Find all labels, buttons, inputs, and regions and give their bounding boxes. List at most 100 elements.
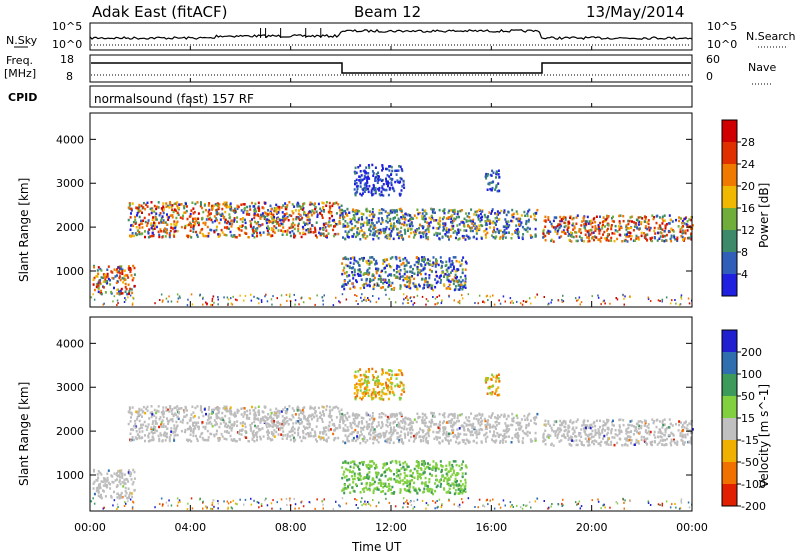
power-cell — [422, 217, 425, 221]
power-cell — [258, 302, 260, 305]
velocity-cell — [433, 412, 435, 415]
velocity-cell — [477, 419, 480, 423]
power-cell — [233, 217, 236, 220]
power-cell — [395, 173, 398, 176]
power-cell — [402, 258, 405, 261]
velocity-cell — [182, 418, 184, 421]
velocity-cell — [436, 436, 439, 439]
power-cell — [277, 229, 280, 232]
power-cell — [385, 226, 388, 229]
power-cell — [583, 226, 586, 229]
power-cell — [512, 302, 514, 304]
power-cell — [366, 268, 369, 272]
power-cell — [100, 292, 103, 296]
velocity-cell — [423, 435, 426, 438]
power-cell — [374, 190, 377, 193]
power-cell — [345, 298, 348, 301]
power-cell — [401, 185, 404, 188]
power-cell — [376, 231, 379, 234]
power-cell — [344, 220, 347, 223]
velocity-cell — [454, 460, 457, 463]
power-cell — [131, 278, 134, 282]
power-cell — [265, 293, 267, 296]
velocity-cell — [447, 491, 450, 494]
power-cell — [423, 267, 426, 270]
velocity-cell — [160, 434, 163, 437]
power-cell — [356, 190, 359, 193]
power-cell — [216, 219, 218, 222]
power-cell — [366, 261, 369, 265]
power-cell — [376, 283, 379, 287]
velocity-cell — [262, 418, 265, 422]
power-cell — [461, 221, 464, 224]
power-cell — [461, 294, 463, 297]
velocity-cell — [408, 439, 411, 442]
power-cell — [661, 298, 664, 301]
power-cell — [147, 219, 150, 222]
velocity-cell — [127, 410, 130, 413]
velocity-cell — [293, 427, 296, 431]
velocity-cell — [171, 408, 174, 411]
power-cell — [502, 225, 505, 228]
velocity-cell — [417, 416, 420, 420]
power-cell — [447, 266, 450, 270]
velocity-cell — [341, 416, 344, 419]
power-cell — [567, 223, 570, 226]
velocity-cell — [301, 408, 304, 412]
power-cell — [644, 217, 647, 221]
velocity-cell — [347, 434, 350, 438]
power-cell — [418, 227, 420, 230]
velocity-cell — [327, 436, 330, 439]
power-cell — [643, 220, 646, 223]
power-cell — [385, 281, 388, 284]
power-cell — [492, 235, 495, 239]
power-cell — [440, 302, 443, 305]
power-cell — [465, 262, 468, 265]
power-cell — [606, 216, 609, 220]
power-cell — [424, 220, 427, 223]
velocity-cell — [267, 413, 270, 416]
power-cell — [206, 215, 209, 218]
velocity-cell — [131, 406, 134, 409]
velocity-cell — [503, 436, 506, 439]
velocity-cell — [310, 418, 313, 421]
power-cell — [372, 224, 375, 228]
power-cell — [600, 236, 603, 240]
power-cell — [398, 231, 401, 234]
velocity-cell — [360, 482, 363, 485]
power-cell — [253, 213, 256, 217]
velocity-cell — [397, 474, 400, 477]
power-cell — [637, 238, 640, 241]
velocity-cell — [281, 415, 284, 418]
velocity-cell — [447, 421, 450, 424]
velocity-cell — [120, 496, 123, 499]
velocity-cell — [442, 426, 445, 429]
power-cell — [583, 224, 586, 228]
velocity-cell — [230, 429, 233, 432]
power-cell — [465, 212, 468, 215]
power-cell — [456, 280, 459, 284]
power-cell — [210, 303, 212, 306]
velocity-cell — [467, 416, 470, 419]
power-cell — [189, 224, 192, 227]
power-cell — [301, 208, 304, 211]
power-cell — [602, 216, 605, 219]
velocity-cell — [464, 442, 467, 445]
velocity-cell — [372, 489, 375, 492]
power-cell — [418, 211, 421, 215]
power-cell — [486, 188, 489, 191]
power-cell — [655, 221, 658, 225]
velocity-cell — [282, 421, 285, 424]
power-cell — [112, 277, 115, 280]
power-cell — [264, 295, 266, 298]
power-cell — [627, 222, 630, 226]
power-cell — [240, 203, 243, 206]
power-cell — [463, 235, 466, 238]
power-cell — [542, 232, 545, 235]
velocity-cell — [186, 409, 188, 412]
power-cell — [163, 227, 166, 230]
power-cell — [153, 227, 156, 230]
power-cell — [388, 219, 391, 222]
velocity-cell — [270, 412, 273, 415]
power-cell — [117, 302, 119, 305]
